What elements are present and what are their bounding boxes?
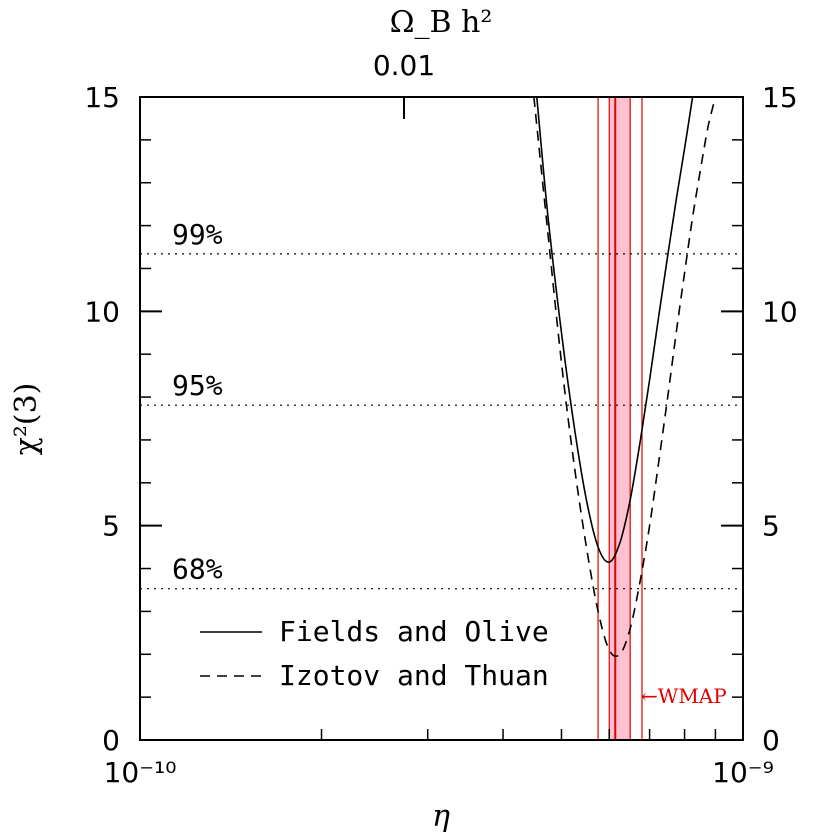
series-line-1: [536, 96, 694, 563]
confidence-label: 99%: [172, 218, 223, 251]
y-tick-label: 10: [762, 295, 798, 328]
wmap-band-fill: [609, 97, 631, 740]
plot-frame: [139, 96, 744, 741]
y-tick-labels-right: 0 5 10 15: [762, 81, 798, 757]
y-tick-label: 10: [84, 295, 120, 328]
y-tick-label: 0: [102, 724, 120, 757]
axis-ticks: [140, 96, 743, 741]
confidence-label: 68%: [172, 553, 223, 586]
top-axis-label: Ω_B h²: [390, 5, 493, 40]
y-tick-label: 5: [102, 510, 120, 543]
y-tick-label: 15: [762, 81, 798, 114]
legend: Fields and Olive Izotov and Thuan: [200, 615, 549, 692]
y-axis-label: χ²(3): [9, 383, 44, 456]
y-tick-labels-left: 0 5 10 15: [84, 81, 120, 757]
confidence-levels: 68% 95% 99%: [140, 218, 743, 590]
wmap-band: [597, 97, 643, 740]
x-tick-label-min: 10⁻¹⁰: [104, 756, 177, 789]
curves: [533, 96, 717, 658]
x-tick-label-max: 10⁻⁹: [712, 756, 774, 789]
wmap-label: ←WMAP: [641, 684, 727, 708]
top-axis-tick-label: 0.01: [373, 49, 435, 82]
series-line-2: [533, 96, 717, 658]
confidence-label: 95%: [172, 369, 223, 402]
x-axis-label: η: [432, 799, 450, 832]
y-tick-label: 5: [762, 510, 780, 543]
y-tick-label: 15: [84, 81, 120, 114]
y-tick-label: 0: [762, 724, 780, 757]
legend-label: Fields and Olive: [279, 615, 549, 648]
legend-label: Izotov and Thuan: [279, 659, 549, 692]
